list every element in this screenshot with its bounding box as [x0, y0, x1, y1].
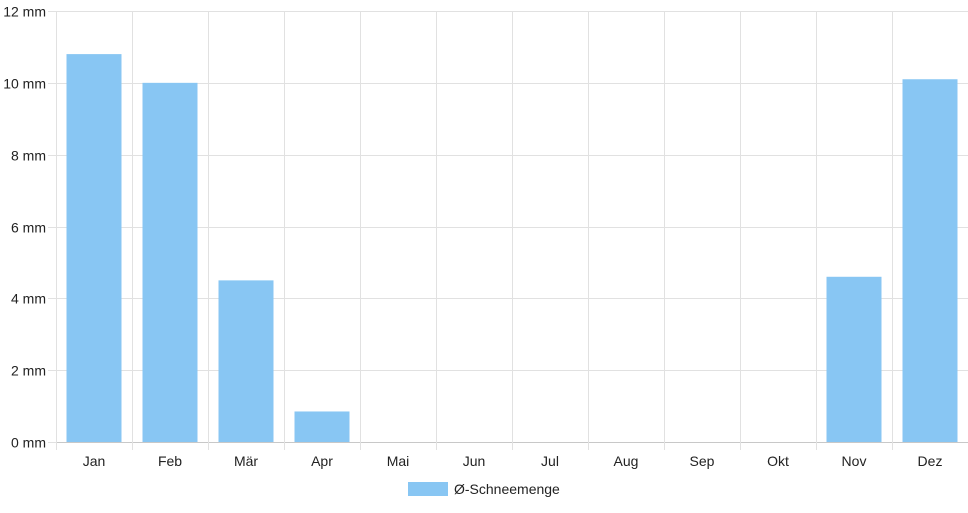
bar-dez: [902, 79, 958, 442]
bar-apr: [294, 411, 350, 442]
bar-nov: [826, 276, 882, 442]
legend: Ø-Schneemenge: [408, 481, 560, 497]
bars: [66, 54, 958, 442]
bar-feb: [142, 82, 198, 442]
bar-mär: [218, 280, 274, 442]
x-tick-label: Feb: [158, 453, 182, 469]
y-tick-label: 8 mm: [11, 148, 46, 164]
x-tick-label: Apr: [311, 453, 333, 469]
x-tick-label: Okt: [767, 453, 789, 469]
legend-label: Ø-Schneemenge: [454, 481, 560, 497]
y-tick-label: 10 mm: [3, 76, 46, 92]
y-tick-label: 2 mm: [11, 363, 46, 379]
grid-lines: [48, 11, 968, 450]
x-tick-label: Mär: [234, 453, 258, 469]
x-tick-label: Mai: [387, 453, 410, 469]
axes: 0 mm 2 mm 4 mm 6 mm 8 mm 10 mm 12 mm Jan Feb Mär A…: [3, 4, 942, 470]
y-tick-label: 0 mm: [11, 435, 46, 451]
legend-swatch: [408, 482, 448, 496]
y-tick-label: 4 mm: [11, 291, 46, 307]
y-tick-label: 6 mm: [11, 220, 46, 236]
x-tick-label: Sep: [690, 453, 715, 469]
x-tick-label: Nov: [842, 453, 867, 469]
x-tick-label: Aug: [614, 453, 639, 469]
x-tick-label: Jan: [83, 453, 106, 469]
x-tick-label: Jun: [463, 453, 486, 469]
bar-jan: [66, 54, 122, 442]
y-tick-label: 12 mm: [3, 4, 46, 20]
x-tick-label: Jul: [541, 453, 559, 469]
x-tick-label: Dez: [918, 453, 943, 469]
